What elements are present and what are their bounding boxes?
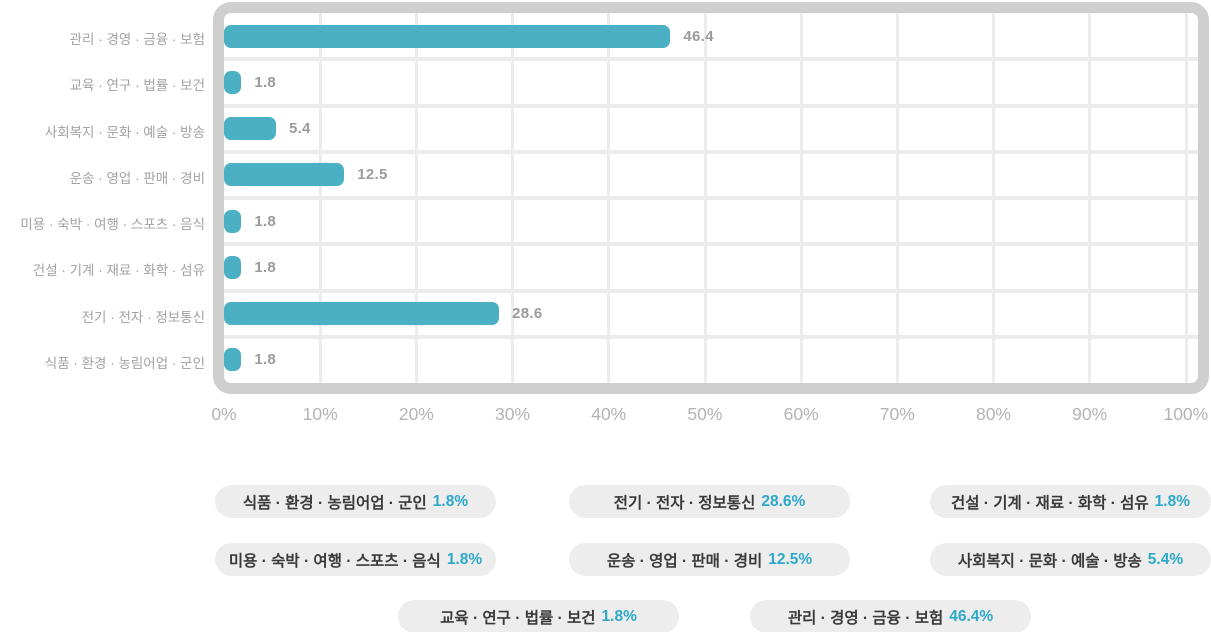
bar-value-label: 12.5 (357, 166, 388, 184)
legend-pill-label: 미용 · 숙박 · 여행 · 스포츠 · 음식 (228, 552, 441, 570)
gridline-horizontal (224, 149, 1198, 154)
x-tick-label: 20% (398, 404, 434, 424)
bar-value-label: 28.6 (512, 305, 543, 323)
legend-pill-label: 전기 · 전자 · 정보통신 (613, 494, 756, 512)
bar (224, 348, 242, 372)
legend-pill-label: 운송 · 영업 · 판매 · 경비 (606, 552, 763, 570)
legend-pill-value: 28.6% (761, 492, 806, 510)
legend-pill-label: 건설 · 기계 · 재료 · 화학 · 섬유 (950, 494, 1149, 512)
legend-pill: 운송 · 영업 · 판매 · 경비 12.5% (569, 543, 850, 576)
bar-value-label: 46.4 (683, 27, 714, 45)
plot-area: 46.4 1.8 5.4 12.5 1.8 (224, 13, 1198, 383)
category-label: 미용 · 숙박 · 여행 · 스포츠 · 음식 (20, 217, 205, 233)
legend-pill-value: 1.8% (432, 492, 469, 510)
legend-pill-value: 5.4% (1147, 550, 1184, 568)
bar-value-label: 1.8 (254, 212, 277, 230)
x-tick-label: 60% (783, 404, 819, 424)
bar (224, 70, 242, 94)
legend-pill: 미용 · 숙박 · 여행 · 스포츠 · 음식 1.8% (215, 543, 496, 576)
gridline-horizontal (224, 242, 1198, 247)
bar-value-label: 1.8 (254, 351, 277, 369)
legend-pill: 사회복지 · 문화 · 예술 · 방송 5.4% (930, 543, 1211, 576)
gridline-horizontal (224, 103, 1198, 108)
category-label-column: 관리 · 경영 · 금융 · 보험 교육 · 연구 · 법률 · 보건 사회복지… (0, 15, 205, 385)
legend-pill: 전기 · 전자 · 정보통신 28.6% (569, 485, 850, 518)
category-label: 운송 · 영업 · 판매 · 경비 (69, 170, 205, 186)
gridline-horizontal (224, 196, 1198, 200)
legend-pill-value: 1.8% (446, 550, 483, 568)
legend-pill: 교육 · 연구 · 법률 · 보건 1.8% (398, 600, 679, 632)
gridline-horizontal (224, 288, 1198, 293)
legend-pill-label: 사회복지 · 문화 · 예술 · 방송 (957, 552, 1142, 570)
category-label: 건설 · 기계 · 재료 · 화학 · 섬유 (32, 263, 205, 279)
legend-pill: 식품 · 환경 · 농림어업 · 군인 1.8% (215, 485, 496, 518)
bar (224, 163, 345, 187)
bar-row: 1.8 (224, 198, 1198, 244)
x-tick-label: 30% (495, 404, 531, 424)
bar (224, 209, 242, 233)
bar-row: 1.8 (224, 337, 1198, 383)
legend-pill-value: 46.4% (949, 607, 994, 625)
x-tick-label: 90% (1072, 404, 1108, 424)
x-tick-label: 50% (687, 404, 723, 424)
gridline-horizontal (224, 334, 1198, 339)
category-label: 전기 · 전자 · 정보통신 (81, 309, 205, 325)
category-label: 사회복지 · 문화 · 예술 · 방송 (44, 124, 205, 140)
legend-pill: 관리 · 경영 · 금융 · 보험 46.4% (750, 600, 1031, 632)
x-axis: 0% 10% 20% 30% 40% 50% 60% 70% 80% 90% 1… (176, 404, 1211, 425)
legend-row: 식품 · 환경 · 농림어업 · 군인 1.8% 전기 · 전자 · 정보통신 … (0, 485, 1211, 518)
chart-frame: 46.4 1.8 5.4 12.5 1.8 (213, 2, 1209, 394)
category-label: 교육 · 연구 · 법률 · 보건 (69, 78, 205, 94)
legend-pill-label: 교육 · 연구 · 법률 · 보건 (440, 609, 596, 627)
legend-pill: 건설 · 기계 · 재료 · 화학 · 섬유 1.8% (930, 485, 1211, 518)
bar-value-label: 1.8 (254, 73, 277, 91)
bar-value-label: 5.4 (288, 120, 311, 138)
x-tick-label: 80% (975, 404, 1011, 424)
bar-row: 12.5 (224, 152, 1198, 198)
bar (224, 255, 242, 279)
category-label: 관리 · 경영 · 금융 · 보험 (69, 32, 205, 48)
x-tick-label: 70% (879, 404, 915, 424)
gridline-horizontal (224, 57, 1198, 62)
bar-value-label: 1.8 (254, 258, 277, 276)
legend-row: 미용 · 숙박 · 여행 · 스포츠 · 음식 1.8% 운송 · 영업 · 판… (0, 543, 1211, 576)
bar-row: 1.8 (224, 59, 1198, 105)
bar-row: 28.6 (224, 291, 1198, 337)
x-tick-label: 0% (211, 404, 237, 424)
bar (224, 117, 276, 141)
legend-row: 교육 · 연구 · 법률 · 보건 1.8% 관리 · 경영 · 금융 · 보험… (0, 600, 1211, 632)
x-tick-label: 40% (591, 404, 627, 424)
x-tick-label: 10% (302, 404, 338, 424)
bar-row: 46.4 (224, 13, 1198, 59)
bar-rows: 46.4 1.8 5.4 12.5 1.8 (224, 13, 1198, 383)
legend-pill-value: 12.5% (768, 550, 813, 568)
bar-row: 5.4 (224, 106, 1198, 152)
bar-row: 1.8 (224, 244, 1198, 290)
category-label: 식품 · 환경 · 농림어업 · 군인 (44, 355, 205, 371)
bar (224, 24, 671, 48)
legend-pill-label: 관리 · 경영 · 금융 · 보험 (787, 609, 944, 627)
bar (224, 302, 500, 326)
legend-pill-value: 1.8% (1154, 492, 1191, 510)
x-tick-label: 100% (1163, 404, 1209, 424)
legend-pill-value: 1.8% (601, 607, 637, 625)
legend-pill-label: 식품 · 환경 · 농림어업 · 군인 (242, 494, 427, 512)
